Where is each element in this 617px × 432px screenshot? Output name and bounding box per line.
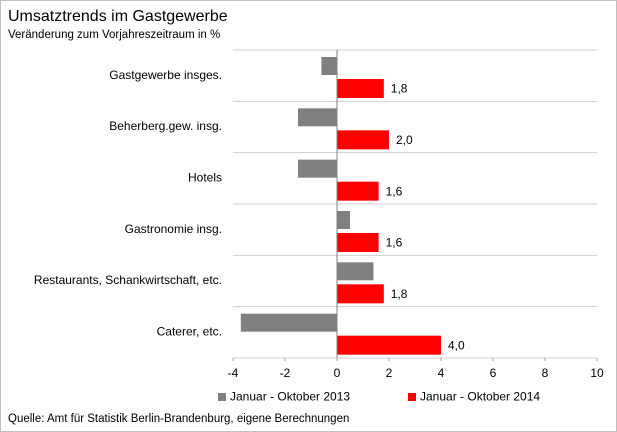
data-label: 4,0	[448, 338, 465, 352]
data-label: 1,6	[386, 184, 403, 198]
legend-swatch	[408, 393, 416, 401]
category-label: Gastgewerbe insges.	[109, 68, 222, 82]
data-label: 1,8	[391, 82, 408, 96]
bar	[337, 335, 441, 355]
chart-subtitle: Veränderung zum Vorjahreszeitraum in %	[8, 29, 220, 41]
legend-label: Januar - Oktober 2013	[230, 390, 350, 404]
legend-label: Januar - Oktober 2014	[420, 390, 540, 404]
bar	[298, 159, 337, 178]
category-label: Beherberg.gew. insg.	[109, 119, 222, 133]
legend-swatch	[218, 393, 226, 401]
data-label: 1,8	[391, 287, 408, 301]
bar	[337, 130, 389, 150]
bar	[298, 108, 337, 127]
data-label: 1,6	[386, 236, 403, 250]
category-label: Gastronomie insg.	[125, 222, 222, 236]
x-tick-label: -4	[228, 366, 239, 380]
chart-title: Umsatztrends im Gastgewerbe	[8, 8, 228, 25]
x-tick-label: 6	[490, 366, 497, 380]
x-tick-label: 0	[334, 366, 341, 380]
category-label: Restaurants, Schankwirtschaft, etc.	[34, 273, 222, 287]
x-tick-label: 4	[438, 366, 445, 380]
source-note: Quelle: Amt für Statistik Berlin-Branden…	[8, 413, 349, 425]
bar	[240, 313, 337, 332]
category-label: Caterer, etc.	[157, 325, 222, 339]
category-label: Hotels	[188, 171, 222, 185]
bar	[337, 211, 350, 229]
bar	[337, 181, 379, 201]
bar	[337, 284, 384, 304]
x-tick-label: 8	[542, 366, 549, 380]
bar	[321, 57, 337, 75]
x-tick-label: 10	[590, 366, 604, 380]
x-tick-label: -2	[280, 366, 291, 380]
data-label: 2,0	[396, 133, 413, 147]
bar	[337, 79, 384, 98]
x-tick-label: 2	[386, 366, 393, 380]
bar	[337, 233, 379, 252]
bar	[337, 262, 374, 281]
